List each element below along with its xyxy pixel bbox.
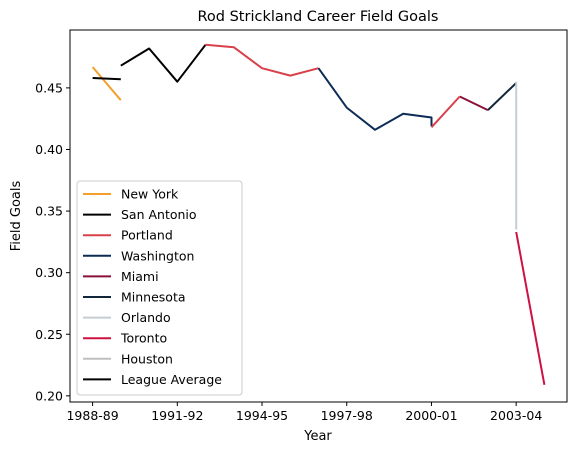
series-line-miami [459, 95, 489, 112]
series-line-portland-segment [430, 95, 461, 128]
x-axis-label: Year [303, 429, 332, 444]
legend-label-league-average: League Average [121, 372, 222, 387]
series-line-washington [317, 67, 433, 131]
y-tick-label: 0.30 [35, 265, 63, 280]
legend-label-minnesota: Minnesota [121, 290, 186, 305]
series-line-minnesota [487, 82, 517, 111]
legend-label-washington: Washington [121, 248, 194, 263]
legend-label-houston: Houston [121, 351, 173, 366]
y-tick-label: 0.35 [35, 204, 63, 219]
series-line-new-york [91, 66, 122, 101]
y-tick-label: 0.20 [35, 388, 63, 403]
legend-label-orlando: Orlando [121, 310, 171, 325]
plot-lines [91, 43, 546, 385]
series-line-san-antonio [120, 44, 207, 83]
chart-title: Rod Strickland Career Field Goals [198, 9, 439, 25]
x-tick-label: 2000-01 [405, 408, 457, 423]
legend: New York San Antonio Portland Washington Mia… [76, 180, 243, 396]
legend-label-miami: Miami [121, 269, 159, 284]
legend-label-new-york: New York [121, 187, 179, 202]
x-tick-label: 1994-95 [236, 408, 288, 423]
y-tick-label: 0.45 [35, 80, 63, 95]
series-line-portland [205, 43, 319, 77]
series-line-toronto [515, 231, 546, 385]
legend-label-toronto: Toronto [120, 331, 167, 346]
x-tick-label: 1997-98 [321, 408, 373, 423]
y-tick-label: 0.25 [35, 327, 63, 342]
x-tick-label: 2003-04 [490, 408, 542, 423]
x-axis: 1988-89 1991-92 1994-95 1997-98 2000-01 2003-… [66, 402, 542, 423]
legend-box [76, 180, 243, 396]
y-axis: 0.20 0.25 0.30 0.35 0.40 0.45 [35, 80, 70, 403]
plot-area [69, 29, 568, 403]
x-tick-label: 1991-92 [151, 408, 203, 423]
y-axis-label: Field Goals [9, 181, 24, 252]
x-tick-label: 1988-89 [66, 408, 118, 423]
y-tick-label: 0.40 [35, 142, 63, 157]
legend-label-portland: Portland [121, 228, 173, 243]
series-line-league-average [92, 77, 121, 81]
legend-label-san-antonio: San Antonio [121, 207, 197, 222]
